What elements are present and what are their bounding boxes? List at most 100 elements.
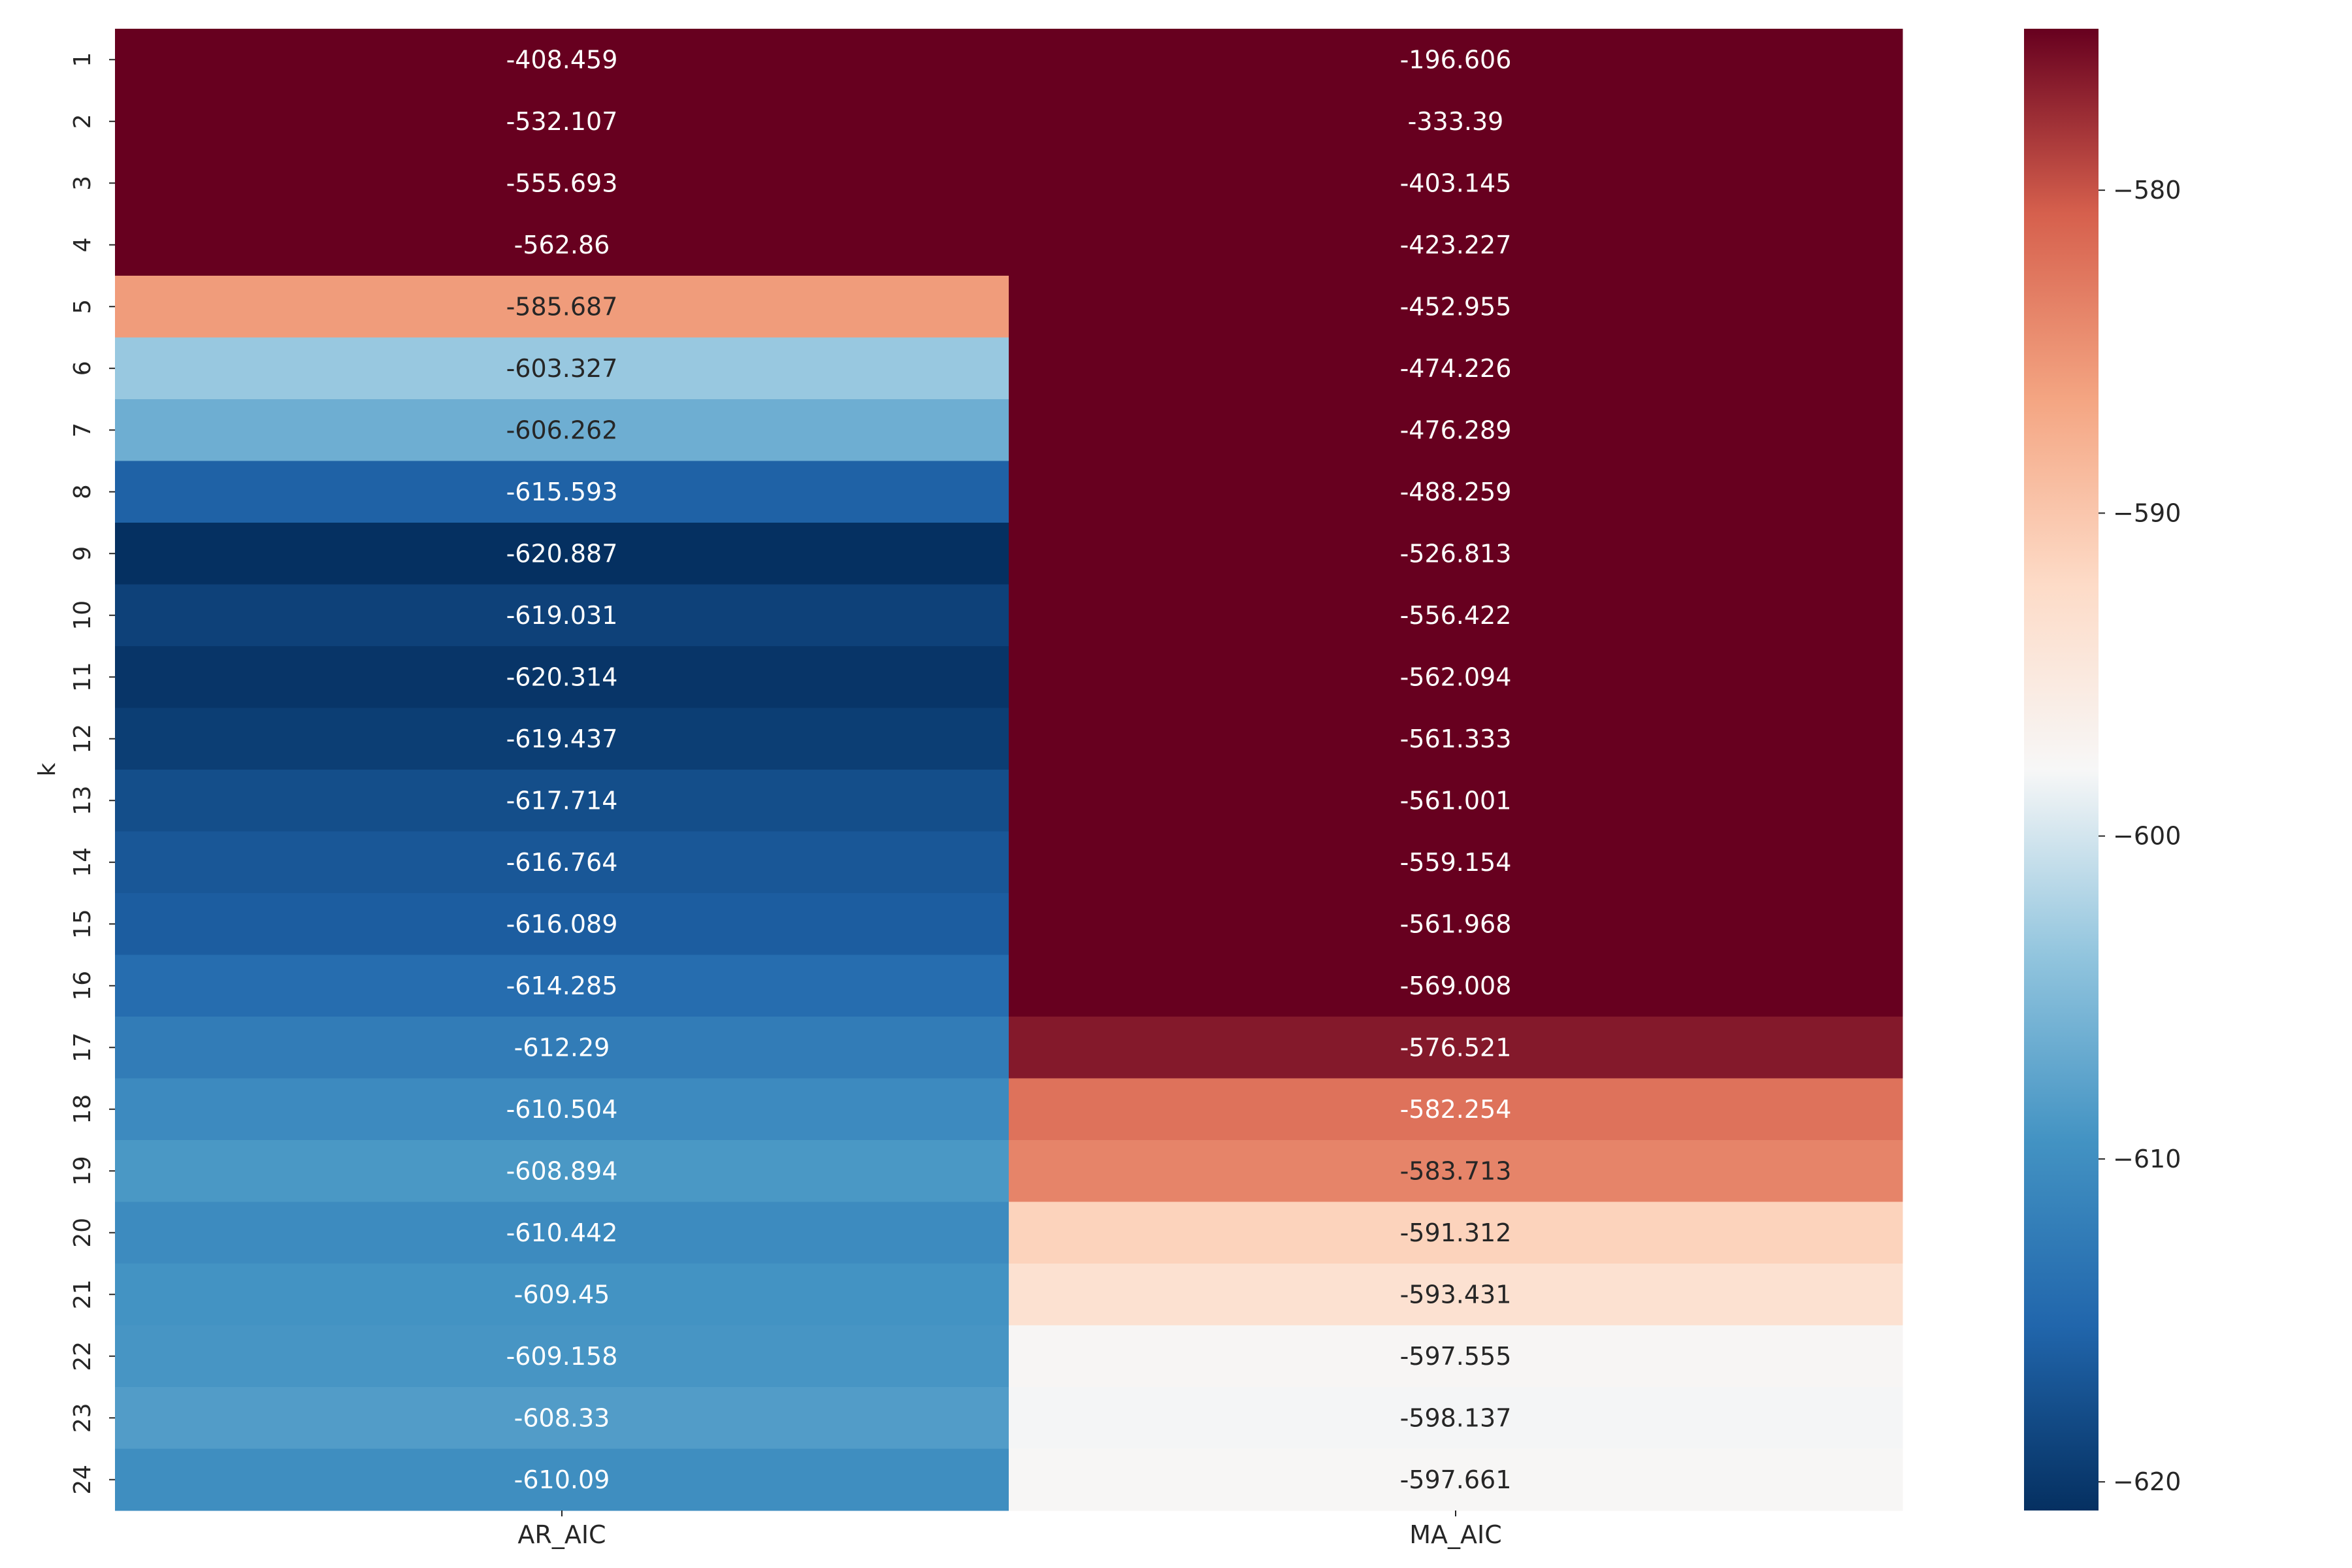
cell-value-label: -612.29 <box>514 1033 610 1062</box>
heatmap-cells <box>115 29 1903 1511</box>
colorbar-tick-label: −610 <box>2113 1145 2181 1173</box>
cell-value-label: -610.09 <box>514 1465 610 1494</box>
heatmap-cell <box>1009 152 1903 214</box>
cell-value-label: -555.693 <box>506 169 618 197</box>
heatmap-cell <box>1009 955 1903 1017</box>
y-tick-label: 12 <box>69 724 96 754</box>
cell-value-label: -620.314 <box>506 662 618 691</box>
y-tick-label: 7 <box>69 423 96 438</box>
heatmap-cell <box>115 955 1009 1017</box>
y-tick-label: 9 <box>69 546 96 561</box>
heatmap-cell <box>1009 90 1903 153</box>
colorbar-tick-label: −600 <box>2113 822 2181 851</box>
cell-value-label: -488.259 <box>1400 478 1512 506</box>
cell-value-label: -610.442 <box>506 1218 618 1247</box>
cell-value-label: -591.312 <box>1400 1218 1512 1247</box>
cell-value-label: -561.001 <box>1400 786 1512 815</box>
cell-value-label: -196.606 <box>1400 45 1512 74</box>
heatmap-cell <box>115 831 1009 894</box>
heatmap-cell <box>1009 770 1903 832</box>
cell-value-label: -532.107 <box>506 107 618 136</box>
y-tick-label: 4 <box>69 237 96 252</box>
cell-value-label: -561.333 <box>1400 725 1512 753</box>
heatmap-cell <box>1009 1078 1903 1141</box>
heatmap-cell <box>1009 708 1903 770</box>
y-tick-label: 16 <box>69 971 96 1001</box>
cell-value-label: -606.262 <box>506 416 618 444</box>
y-tick-label: 22 <box>69 1341 96 1371</box>
cell-value-label: -619.031 <box>506 601 618 630</box>
cell-value-label: -616.764 <box>506 848 618 877</box>
heatmap-cell <box>115 152 1009 214</box>
cell-value-label: -583.713 <box>1400 1156 1512 1185</box>
cell-value-label: -614.285 <box>506 972 618 1000</box>
colorbar-tick-label: −580 <box>2113 176 2181 204</box>
cell-value-label: -615.593 <box>506 478 618 506</box>
cell-value-label: -585.687 <box>506 292 618 321</box>
cell-value-label: -526.813 <box>1400 539 1512 568</box>
heatmap-cell <box>1009 461 1903 523</box>
cell-value-label: -597.555 <box>1400 1342 1512 1371</box>
heatmap-cell <box>115 1264 1009 1326</box>
y-tick-label: 20 <box>69 1218 96 1248</box>
cell-value-label: -582.254 <box>1400 1095 1512 1124</box>
heatmap-cell <box>115 1078 1009 1141</box>
heatmap-cell <box>1009 1140 1903 1202</box>
heatmap-cell <box>115 337 1009 400</box>
heatmap-cell <box>1009 1264 1903 1326</box>
cell-value-label: -556.422 <box>1400 601 1512 630</box>
colorbar-tick-label: −590 <box>2113 498 2181 527</box>
y-tick-label: 6 <box>69 361 96 376</box>
cell-value-label: -562.86 <box>514 231 610 259</box>
cell-value-label: -620.887 <box>506 539 618 568</box>
heatmap-cell <box>115 29 1009 91</box>
cell-value-label: -608.894 <box>506 1156 618 1185</box>
y-tick-label: 2 <box>69 114 96 129</box>
heatmap-cell <box>1009 1201 1903 1264</box>
heatmap-cell <box>1009 214 1903 276</box>
cell-value-label: -609.45 <box>514 1280 610 1309</box>
colorbar <box>2024 29 2099 1511</box>
y-axis-label: k <box>34 762 61 776</box>
cell-value-label: -452.955 <box>1400 292 1512 321</box>
heatmap-cell <box>115 399 1009 461</box>
heatmap-cell <box>1009 893 1903 955</box>
y-tick-label: 17 <box>69 1032 96 1062</box>
y-tick-label: 11 <box>69 662 96 692</box>
y-tick-label: 5 <box>69 299 96 314</box>
y-tick-label: 23 <box>69 1403 96 1433</box>
cell-value-label: -603.327 <box>506 354 618 383</box>
heatmap-cell <box>115 461 1009 523</box>
heatmap-cell <box>1009 399 1903 461</box>
x-tick-label: MA_AIC <box>1409 1520 1502 1549</box>
cell-value-label: -408.459 <box>506 45 618 74</box>
heatmap-cell <box>115 1448 1009 1511</box>
heatmap-cell <box>115 1201 1009 1264</box>
heatmap-cell-labels: -408.459 -196.606 -532.107 -333.39 -555.693 -… <box>506 45 1512 1494</box>
heatmap-cell <box>1009 584 1903 647</box>
colorbar-tick-labels: −580 −590 −600 −610 −620 <box>2099 176 2181 1496</box>
y-tick-label: 19 <box>69 1156 96 1186</box>
heatmap-cell <box>115 90 1009 153</box>
cell-value-label: -610.504 <box>506 1095 618 1124</box>
heatmap-cell <box>1009 1387 1903 1449</box>
x-tick-label: AR_AIC <box>517 1520 606 1549</box>
heatmap-cell <box>115 1017 1009 1079</box>
heatmap-cell <box>115 893 1009 955</box>
x-tick-labels: AR_AIC MA_AIC <box>517 1511 1502 1549</box>
colorbar-tick-label: −620 <box>2113 1467 2181 1496</box>
cell-value-label: -593.431 <box>1400 1280 1512 1309</box>
heatmap-cell <box>1009 276 1903 338</box>
y-tick-label: 18 <box>69 1094 96 1124</box>
y-tick-label: 24 <box>69 1465 96 1495</box>
cell-value-label: -576.521 <box>1400 1033 1512 1062</box>
heatmap-cell <box>1009 523 1903 585</box>
heatmap-cell <box>1009 29 1903 91</box>
heatmap-cell <box>1009 831 1903 894</box>
y-tick-label: 10 <box>69 600 96 630</box>
heatmap-cell <box>1009 1325 1903 1388</box>
y-tick-label: 14 <box>69 847 96 877</box>
heatmap-cell <box>115 276 1009 338</box>
